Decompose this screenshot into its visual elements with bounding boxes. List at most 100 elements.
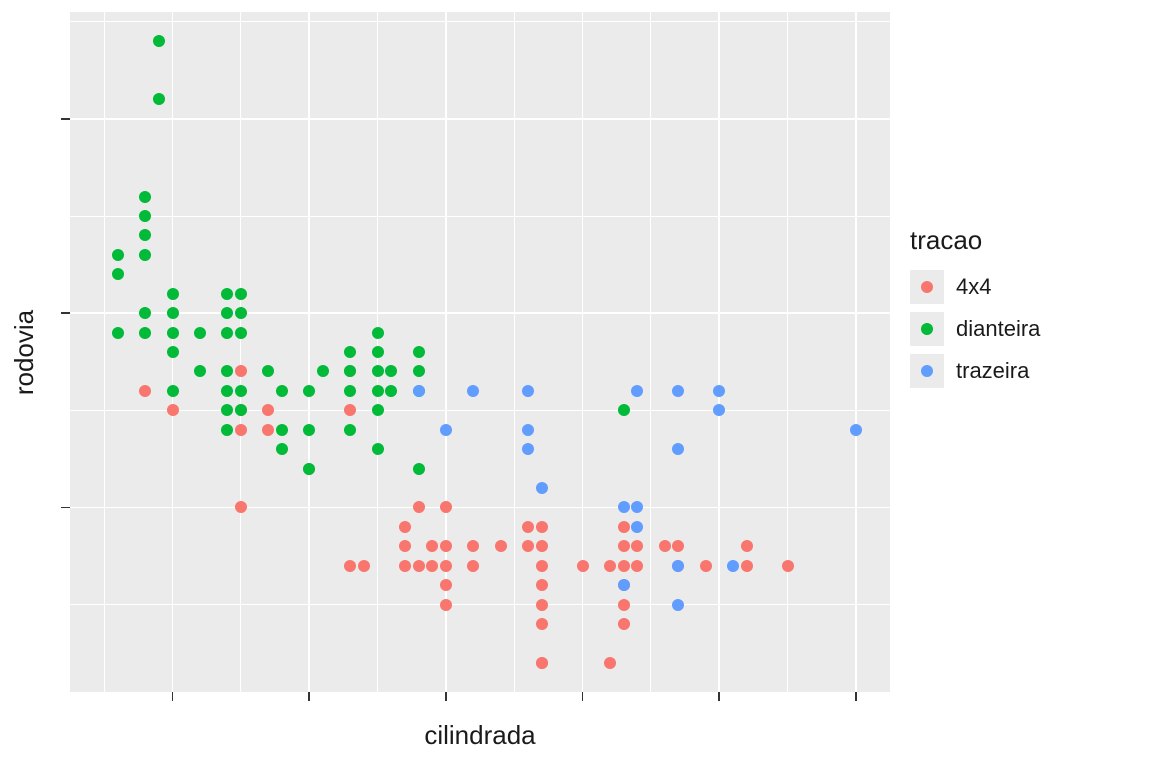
data-point xyxy=(467,560,479,572)
data-point xyxy=(536,560,548,572)
plot-panel xyxy=(70,12,890,692)
data-point xyxy=(618,599,630,611)
data-point xyxy=(659,540,671,552)
data-point xyxy=(782,560,794,572)
data-point xyxy=(631,540,643,552)
y-tick xyxy=(61,507,70,509)
data-point xyxy=(344,424,356,436)
data-point xyxy=(413,501,425,513)
data-point xyxy=(372,327,384,339)
data-point xyxy=(344,365,356,377)
y-tick xyxy=(61,312,70,314)
data-point xyxy=(317,365,329,377)
data-point xyxy=(167,327,179,339)
data-point xyxy=(167,385,179,397)
data-point xyxy=(536,657,548,669)
data-point xyxy=(194,365,206,377)
data-point xyxy=(139,249,151,261)
data-point xyxy=(221,385,233,397)
gridline-v xyxy=(855,12,857,692)
data-point xyxy=(440,579,452,591)
gridline-v xyxy=(240,12,241,692)
data-point xyxy=(672,443,684,455)
data-point xyxy=(167,404,179,416)
data-point xyxy=(235,288,247,300)
data-point xyxy=(522,385,534,397)
data-point xyxy=(413,385,425,397)
data-point xyxy=(536,482,548,494)
data-point xyxy=(522,521,534,533)
gridline-v xyxy=(582,12,584,692)
data-point xyxy=(344,346,356,358)
data-point xyxy=(536,618,548,630)
data-point xyxy=(440,599,452,611)
data-point xyxy=(618,540,630,552)
data-point xyxy=(167,346,179,358)
data-point xyxy=(139,191,151,203)
data-point xyxy=(536,521,548,533)
x-tick xyxy=(308,692,310,701)
data-point xyxy=(358,560,370,572)
gridline-v xyxy=(787,12,788,692)
data-point xyxy=(536,540,548,552)
data-point xyxy=(235,424,247,436)
gridline-h xyxy=(70,216,890,217)
data-point xyxy=(276,443,288,455)
data-point xyxy=(631,521,643,533)
data-point xyxy=(167,307,179,319)
data-point xyxy=(276,385,288,397)
data-point xyxy=(604,657,616,669)
data-point xyxy=(522,424,534,436)
data-point xyxy=(235,501,247,513)
y-axis-title: rodovia xyxy=(0,12,50,692)
legend-dot-1 xyxy=(921,323,933,335)
data-point xyxy=(536,579,548,591)
data-point xyxy=(850,424,862,436)
data-point xyxy=(235,365,247,377)
legend-dot-0 xyxy=(921,281,933,293)
data-point xyxy=(235,327,247,339)
data-point xyxy=(618,618,630,630)
data-point xyxy=(303,385,315,397)
data-point xyxy=(385,385,397,397)
data-point xyxy=(139,229,151,241)
legend-item-1: dianteira xyxy=(910,312,1140,346)
data-point xyxy=(235,307,247,319)
data-point xyxy=(522,443,534,455)
legend-label-1: dianteira xyxy=(956,316,1040,342)
data-point xyxy=(741,560,753,572)
data-point xyxy=(399,560,411,572)
x-axis-title: cilindrada xyxy=(70,720,890,751)
data-point xyxy=(440,540,452,552)
data-point xyxy=(112,249,124,261)
data-point xyxy=(618,501,630,513)
data-point xyxy=(426,540,438,552)
data-point xyxy=(221,424,233,436)
data-point xyxy=(672,540,684,552)
data-point xyxy=(672,385,684,397)
gridline-v xyxy=(650,12,651,692)
gridline-h xyxy=(70,21,890,22)
data-point xyxy=(344,385,356,397)
data-point xyxy=(303,424,315,436)
data-point xyxy=(276,424,288,436)
data-point xyxy=(713,404,725,416)
data-point xyxy=(139,210,151,222)
data-point xyxy=(372,365,384,377)
gridline-v xyxy=(718,12,720,692)
x-tick xyxy=(855,692,857,701)
data-point xyxy=(522,540,534,552)
data-point xyxy=(440,560,452,572)
data-point xyxy=(221,365,233,377)
legend-key-0 xyxy=(910,270,944,304)
legend-item-2: trazeira xyxy=(910,354,1140,388)
data-point xyxy=(221,404,233,416)
data-point xyxy=(495,540,507,552)
data-point xyxy=(741,540,753,552)
data-point xyxy=(372,346,384,358)
data-point xyxy=(112,327,124,339)
data-point xyxy=(235,404,247,416)
data-point xyxy=(221,307,233,319)
data-point xyxy=(262,424,274,436)
gridline-v xyxy=(104,12,105,692)
